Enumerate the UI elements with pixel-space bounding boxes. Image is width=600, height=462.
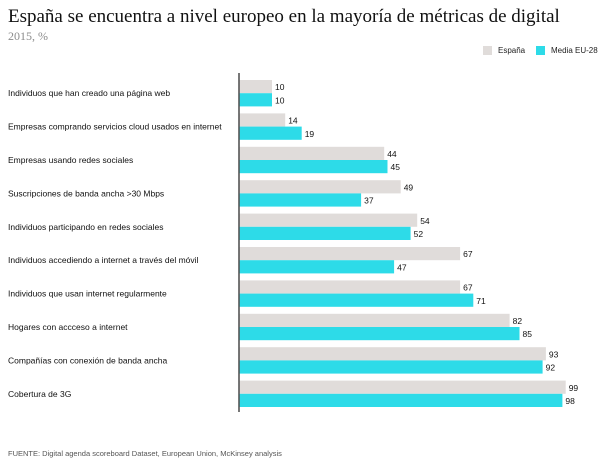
category-label: Compañías con conexión de banda ancha [8, 355, 168, 365]
value-label-espana: 67 [463, 283, 473, 293]
bar-espana [239, 247, 461, 261]
bar-espana [239, 146, 385, 160]
bar-espana [239, 380, 566, 394]
value-label-espana: 54 [420, 216, 430, 226]
value-label-eu: 10 [275, 95, 285, 105]
bar-eu [239, 93, 272, 107]
category-label: Individuos que usan internet regularment… [8, 289, 167, 299]
chart-title: España se encuentra a nivel europeo en l… [8, 6, 560, 27]
bar-espana [239, 280, 461, 294]
value-label-eu: 37 [364, 196, 374, 206]
bar-eu [239, 260, 395, 274]
bar-eu [239, 360, 543, 374]
value-label-espana: 14 [288, 116, 298, 126]
value-label-espana: 82 [513, 316, 523, 326]
legend: España Media EU-28 [0, 46, 600, 60]
value-label-eu: 19 [305, 129, 315, 139]
bar-espana [239, 347, 546, 361]
legend-swatch-eu [536, 46, 545, 55]
bar-espana [239, 213, 418, 227]
category-label: Individuos participando en redes sociale… [8, 222, 163, 232]
category-label: Hogares con accceso a internet [8, 322, 128, 332]
bar-eu [239, 160, 388, 174]
value-label-espana: 93 [549, 349, 559, 359]
legend-item-espana: España [483, 46, 525, 55]
value-label-eu: 85 [523, 329, 533, 339]
chart-subtitle: 2015, % [8, 29, 48, 43]
category-label: Cobertura de 3G [8, 389, 71, 399]
legend-label-eu: Media EU-28 [551, 46, 598, 55]
category-label: Individuos accediendo a internet a travé… [8, 255, 199, 265]
legend-swatch-espana [483, 46, 492, 55]
bar-eu [239, 126, 302, 140]
bar-eu [239, 193, 362, 207]
category-label: Individuos que han creado una página web [8, 88, 170, 98]
bar-eu [239, 293, 474, 307]
value-label-eu: 47 [397, 262, 407, 272]
category-label: Empresas usando redes sociales [8, 155, 133, 165]
bar-eu [239, 226, 411, 240]
bar-eu [239, 327, 520, 341]
category-label: Empresas comprando servicios cloud usado… [8, 122, 222, 132]
value-label-espana: 67 [463, 249, 473, 259]
bar-espana [239, 80, 272, 94]
value-label-espana: 99 [569, 383, 579, 393]
legend-item-eu: Media EU-28 [536, 46, 598, 55]
value-label-eu: 71 [476, 296, 486, 306]
source-note: FUENTE: Digital agenda scoreboard Datase… [8, 449, 282, 458]
legend-label-espana: España [498, 46, 526, 55]
value-label-espana: 49 [404, 182, 414, 192]
bar-espana [239, 313, 510, 327]
value-label-eu: 92 [546, 363, 556, 373]
value-label-espana: 44 [387, 149, 397, 159]
value-label-eu: 52 [414, 229, 424, 239]
value-label-eu: 98 [565, 396, 575, 406]
bar-espana [239, 180, 401, 194]
bar-espana [239, 113, 286, 127]
value-label-espana: 10 [275, 82, 285, 92]
category-label: Suscripciones de banda ancha >30 Mbps [8, 188, 164, 198]
value-label-eu: 45 [391, 162, 401, 172]
bar-eu [239, 393, 563, 407]
